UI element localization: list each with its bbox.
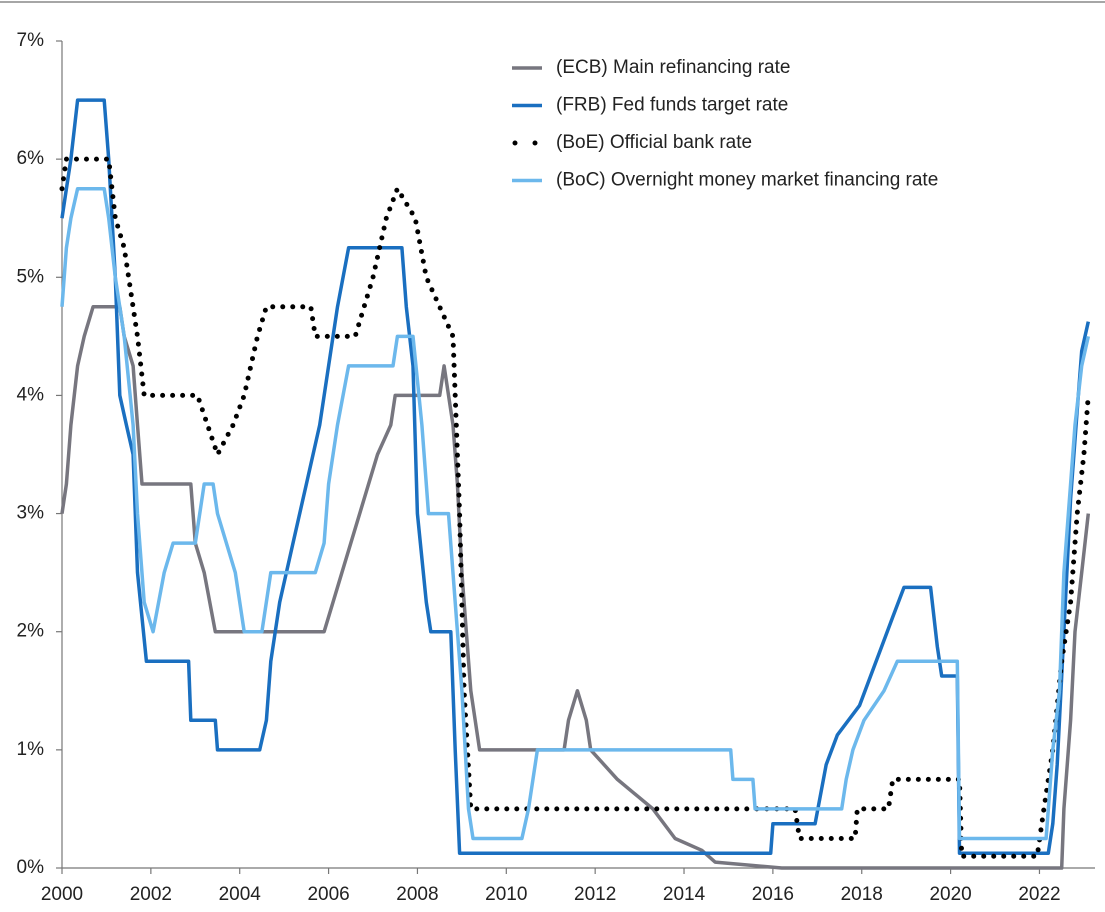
x-tick-label: 2000	[41, 884, 83, 905]
y-tick-label: 2%	[17, 621, 45, 642]
y-tick-label: 7%	[17, 30, 45, 51]
x-tick-label: 2018	[841, 884, 883, 905]
series-line	[60, 186, 1091, 841]
x-tick-label: 2022	[1018, 884, 1060, 905]
x-tick-label: 2014	[663, 884, 706, 905]
x-tick-label: 2012	[574, 884, 616, 905]
series-line	[60, 98, 1091, 855]
x-tick-label: 2004	[219, 884, 262, 905]
legend-label: (ECB) Main refinancing rate	[556, 57, 790, 78]
legend-label: (BoC) Overnight money market financing r…	[556, 170, 938, 191]
y-tick-label: 6%	[17, 148, 45, 169]
x-tick-label: 2016	[752, 884, 794, 905]
y-tick-label: 0%	[17, 857, 45, 878]
y-tick-label: 5%	[17, 266, 45, 287]
x-tick-label: 2020	[929, 884, 971, 905]
x-tick-label: 2006	[307, 884, 349, 905]
series-line	[60, 305, 1091, 870]
x-tick-label: 2008	[396, 884, 438, 905]
y-tick-label: 4%	[17, 384, 45, 405]
legend-label: (BoE) Official bank rate	[556, 132, 752, 153]
x-tick-label: 2002	[130, 884, 172, 905]
x-tick-label: 2010	[485, 884, 527, 905]
legend-label: (FRB) Fed funds target rate	[556, 95, 788, 116]
y-tick-label: 1%	[17, 739, 45, 760]
series-line	[59, 156, 1091, 859]
y-tick-label: 3%	[17, 503, 45, 524]
